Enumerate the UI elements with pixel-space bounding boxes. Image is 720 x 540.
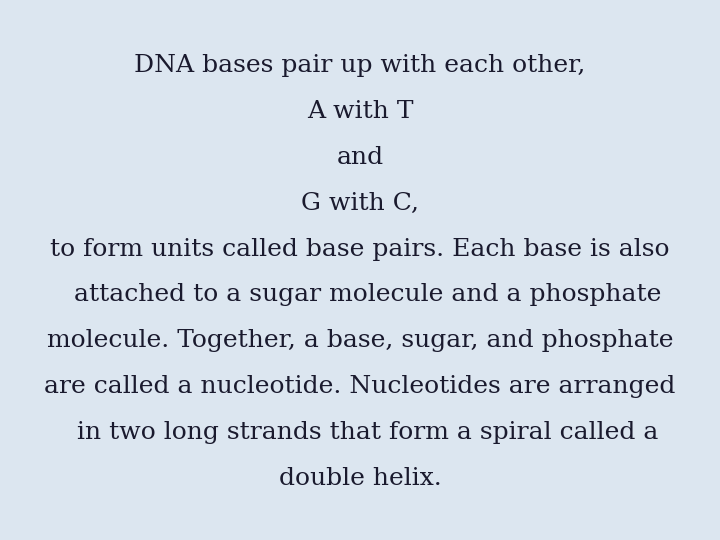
Text: and: and — [336, 146, 384, 169]
Text: A with T: A with T — [307, 100, 413, 123]
Text: double helix.: double helix. — [279, 467, 441, 490]
Text: attached to a sugar molecule and a phosphate: attached to a sugar molecule and a phosp… — [58, 284, 662, 307]
Text: to form units called base pairs. Each base is also: to form units called base pairs. Each ba… — [50, 238, 670, 261]
Text: DNA bases pair up with each other,: DNA bases pair up with each other, — [135, 54, 585, 77]
Text: in two long strands that form a spiral called a: in two long strands that form a spiral c… — [61, 421, 659, 444]
Text: G with C,: G with C, — [301, 192, 419, 215]
Text: are called a nucleotide. Nucleotides are arranged: are called a nucleotide. Nucleotides are… — [45, 375, 675, 399]
Text: molecule. Together, a base, sugar, and phosphate: molecule. Together, a base, sugar, and p… — [47, 329, 673, 353]
